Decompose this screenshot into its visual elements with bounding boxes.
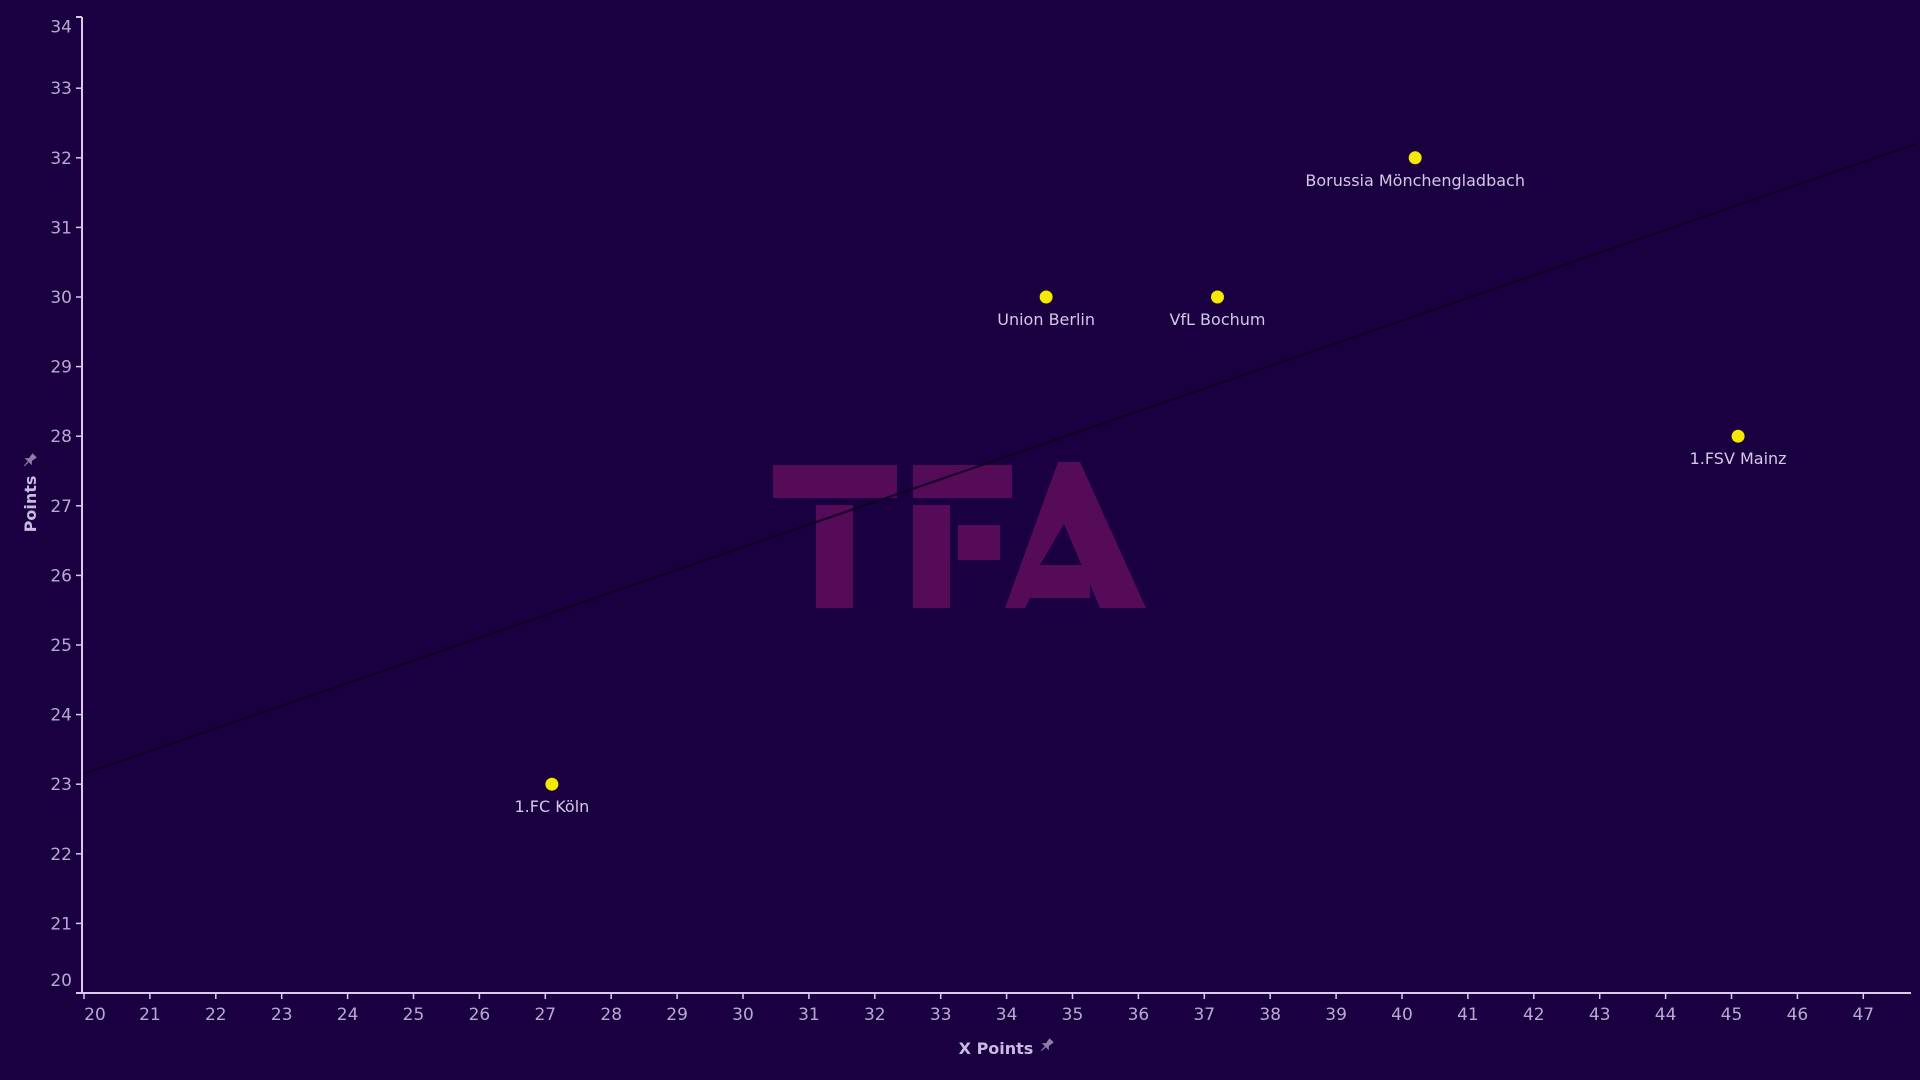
x-tick-label: 22 [205, 1005, 227, 1025]
x-tick-label: 32 [864, 1005, 886, 1025]
x-tick-label: 30 [732, 1005, 754, 1025]
x-tick-label: 28 [600, 1005, 622, 1025]
x-tick-label: 35 [1062, 1005, 1084, 1025]
x-tick-label: 47 [1852, 1005, 1874, 1025]
data-point[interactable]: Union Berlin [997, 290, 1095, 330]
y-tick-label: 30 [50, 288, 72, 308]
y-tick-label: 20 [50, 971, 72, 991]
pin-icon[interactable] [21, 452, 39, 470]
x-tick-label: 41 [1457, 1005, 1479, 1025]
x-tick-label: 21 [139, 1005, 161, 1025]
x-tick-label: 26 [469, 1005, 491, 1025]
point-label: VfL Bochum [1169, 310, 1265, 329]
data-point[interactable]: Borussia Mönchengladbach [1305, 151, 1525, 190]
x-tick-label: 40 [1391, 1005, 1413, 1025]
x-tick-label: 20 [84, 1005, 106, 1025]
y-tick-label: 24 [50, 706, 72, 726]
point-label: Borussia Mönchengladbach [1305, 171, 1525, 190]
tfa-watermark-logo [773, 462, 1146, 608]
data-point[interactable]: VfL Bochum [1169, 290, 1265, 330]
x-tick-label: 44 [1655, 1005, 1677, 1025]
y-tick-label: 33 [50, 79, 72, 99]
y-tick-label: 23 [50, 775, 72, 795]
x-tick-label: 38 [1259, 1005, 1281, 1025]
y-tick-label: 29 [50, 358, 72, 378]
data-point[interactable]: 1.FC Köln [514, 777, 589, 817]
y-tick-label: 26 [50, 566, 72, 586]
x-axis-title[interactable]: X Points [959, 1039, 1034, 1058]
y-tick-label: 28 [50, 427, 72, 447]
x-tick-label: 45 [1721, 1005, 1743, 1025]
trend-line [83, 142, 1917, 775]
x-tick-label: 25 [403, 1005, 425, 1025]
x-tick-label: 37 [1193, 1005, 1215, 1025]
y-tick-label: 31 [50, 218, 72, 238]
point-label: Union Berlin [997, 310, 1095, 329]
y-tick-label: 32 [50, 149, 72, 169]
x-tick-label: 29 [666, 1005, 688, 1025]
y-axis-title[interactable]: Points [21, 476, 40, 533]
axes [76, 16, 1911, 994]
x-tick-label: 27 [534, 1005, 556, 1025]
x-tick-label: 46 [1787, 1005, 1809, 1025]
y-tick-label: 21 [50, 914, 72, 934]
x-tick-label: 34 [996, 1005, 1018, 1025]
x-tick-label: 24 [337, 1005, 359, 1025]
data-points: Borussia Mönchengladbach Union Berlin VfL … [514, 151, 1787, 817]
y-tick-label: 34 [50, 18, 72, 38]
x-tick-label: 43 [1589, 1005, 1611, 1025]
x-tick-label: 31 [798, 1005, 820, 1025]
x-axis-ticks: 20 21 22 23 24 25 26 27 28 29 30 31 32 33 34 35 36 37 38 39… [83, 993, 1874, 1025]
x-tick-label: 33 [930, 1005, 952, 1025]
x-tick-label: 39 [1325, 1005, 1347, 1025]
x-tick-label: 23 [271, 1005, 293, 1025]
y-tick-label: 27 [50, 497, 72, 517]
x-tick-label: 36 [1128, 1005, 1150, 1025]
y-tick-label: 25 [50, 636, 72, 656]
data-point[interactable]: 1.FSV Mainz [1690, 429, 1787, 469]
point-label: 1.FC Köln [514, 797, 589, 816]
y-tick-label: 22 [50, 845, 72, 865]
y-axis-ticks: 20 21 22 23 24 25 26 27 28 29 30 31 32 33 34 [50, 18, 82, 991]
point-label: 1.FSV Mainz [1690, 449, 1787, 468]
x-tick-label: 42 [1523, 1005, 1545, 1025]
pin-icon[interactable] [1038, 1037, 1056, 1055]
